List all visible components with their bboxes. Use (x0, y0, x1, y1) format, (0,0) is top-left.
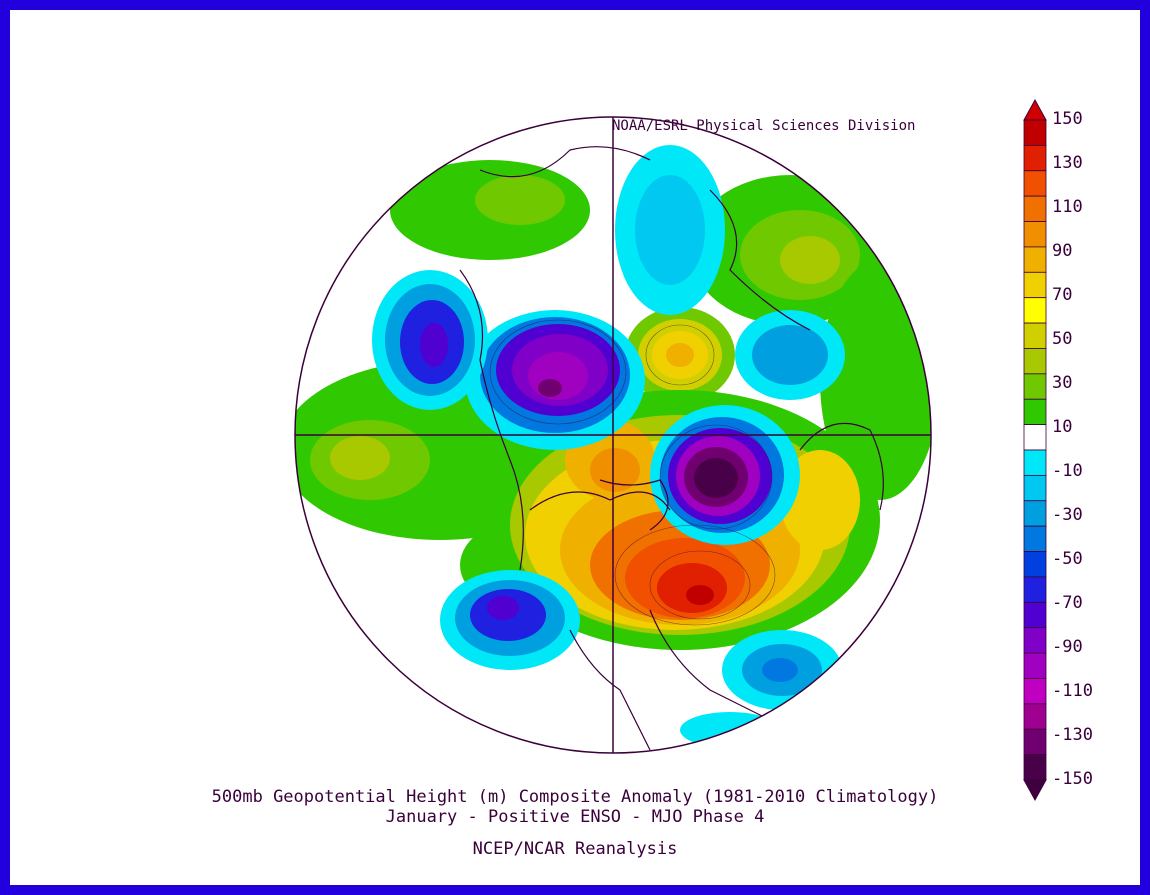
colorbar-swatch (1023, 652, 1047, 679)
title-line-3: NCEP/NCAR Reanalysis (472, 839, 678, 859)
colorbar-swatch (1023, 500, 1047, 527)
colorbar-label: 130 (1052, 153, 1083, 173)
colorbar-swatch (1023, 398, 1047, 426)
colorbar-swatch (1023, 322, 1047, 349)
colorbar-label: -90 (1052, 637, 1083, 657)
colorbar-label: 50 (1052, 329, 1073, 349)
colorbar-swatch (1023, 601, 1047, 629)
colorbar-swatch (1023, 627, 1047, 654)
colorbar-below-arrow (1023, 779, 1047, 802)
colorbar-swatch (1023, 525, 1047, 552)
colorbar-swatch (1023, 703, 1047, 730)
colorbar (1023, 98, 1047, 802)
colorbar-swatch (1023, 551, 1047, 578)
colorbar-swatch (1023, 221, 1047, 248)
colorbar-swatch (1023, 373, 1047, 400)
colorbar-swatch (1023, 348, 1047, 375)
colorbar-label: 110 (1052, 197, 1083, 217)
colorbar-swatch (1023, 449, 1047, 476)
colorbar-above-arrow (1023, 98, 1047, 121)
colorbar-swatch (1023, 728, 1047, 756)
colorbar-label: 30 (1052, 373, 1073, 393)
colorbar-swatch (1023, 754, 1047, 781)
colorbar-swatch (1023, 678, 1047, 705)
colorbar-label: -130 (1052, 725, 1093, 745)
colorbar-label: -70 (1052, 593, 1083, 613)
colorbar-swatch (1023, 297, 1047, 324)
colorbar-label: 90 (1052, 241, 1073, 261)
map-frame: NOAA/ESRL Physical Sciences Division 500… (10, 10, 1140, 885)
title-line-1: 500mb Geopotential Height (m) Composite … (211, 787, 939, 807)
colorbar-swatch (1023, 170, 1047, 197)
colorbar-label: -30 (1052, 505, 1083, 525)
colorbar-swatch (1023, 576, 1047, 603)
colorbar-swatch (1023, 474, 1047, 502)
colorbar-label: 10 (1052, 417, 1073, 437)
credit-text: NOAA/ESRL Physical Sciences Division (612, 118, 916, 134)
polar-map (294, 98, 1047, 802)
title-line-2: January - Positive ENSO - MJO Phase 4 (385, 807, 765, 827)
colorbar-swatch (1023, 119, 1047, 146)
colorbar-swatch (1023, 144, 1047, 172)
colorbar-label: -150 (1052, 769, 1093, 789)
colorbar-swatch (1023, 271, 1047, 299)
anomaly-field (295, 117, 931, 753)
colorbar-swatch (1023, 195, 1047, 222)
colorbar-label: -10 (1052, 461, 1083, 481)
colorbar-swatch (1023, 246, 1047, 273)
colorbar-swatch (1023, 424, 1047, 451)
colorbar-label: -110 (1052, 681, 1093, 701)
colorbar-label: -50 (1052, 549, 1083, 569)
colorbar-label: 70 (1052, 285, 1073, 305)
colorbar-label: 150 (1052, 109, 1083, 129)
